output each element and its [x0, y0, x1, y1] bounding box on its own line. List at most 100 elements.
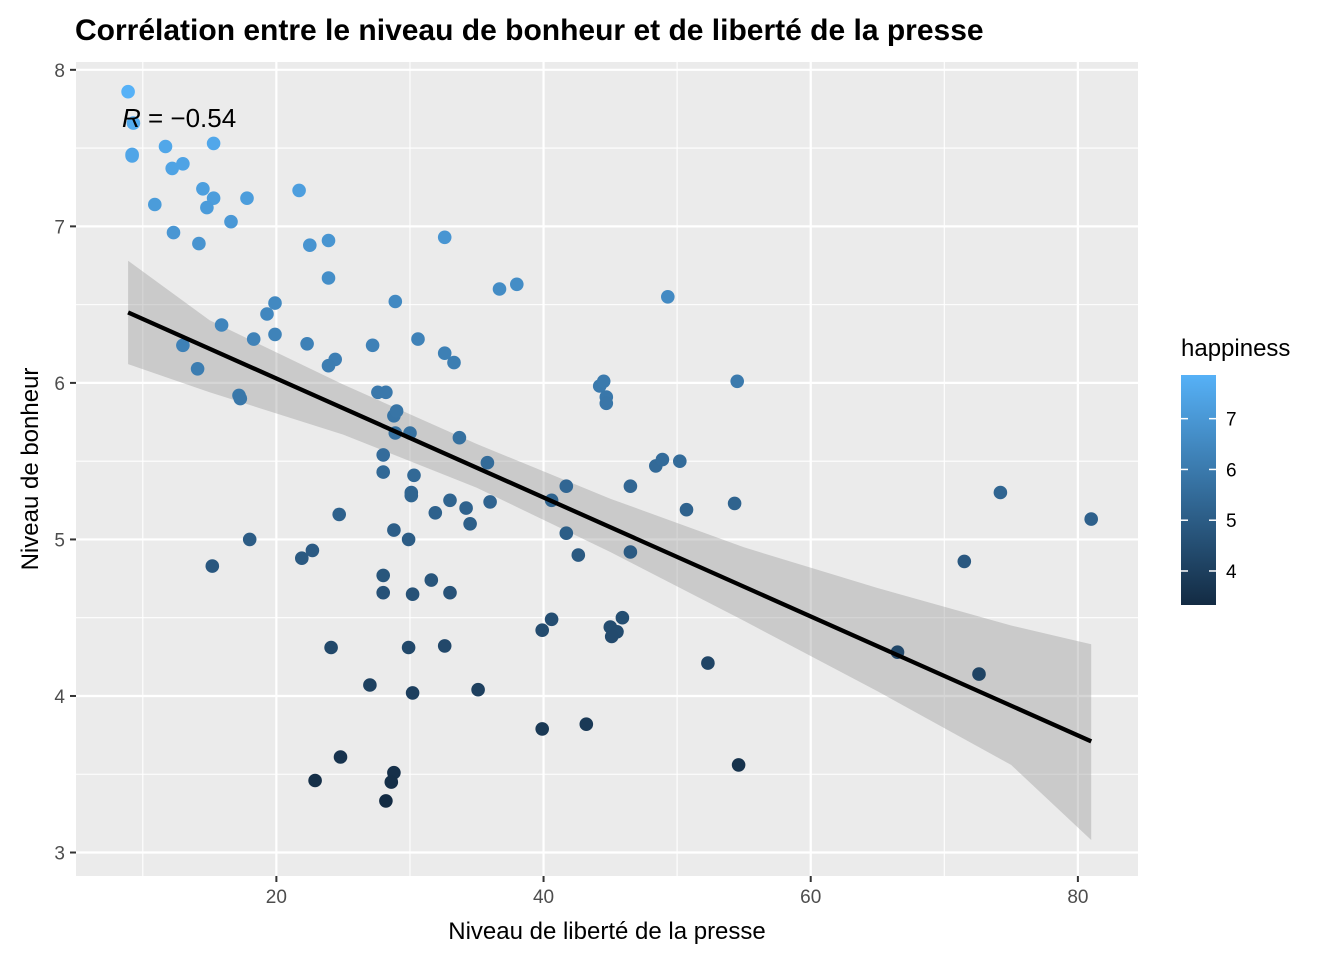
data-point: [673, 454, 687, 469]
grid-minor: [76, 62, 1138, 876]
data-point: [544, 612, 559, 627]
data-point: [579, 717, 594, 731]
y-tick-label: 3: [54, 844, 65, 865]
data-point: [388, 294, 403, 309]
data-point: [1084, 512, 1098, 526]
data-point: [365, 338, 380, 353]
x-tick-label: 60: [800, 887, 821, 908]
data-point: [510, 277, 524, 292]
data-point: [121, 84, 135, 99]
data-point: [727, 496, 742, 511]
data-point: [615, 610, 630, 625]
annotation-r: R: [122, 103, 141, 133]
data-point: [242, 532, 257, 547]
data-point: [401, 532, 416, 547]
data-point: [463, 517, 477, 531]
data-point: [389, 404, 404, 418]
x-tick-label: 80: [1067, 887, 1088, 908]
data-point: [300, 337, 314, 351]
data-point: [166, 225, 181, 240]
data-point: [731, 758, 746, 772]
data-point: [363, 678, 377, 692]
data-point: [233, 391, 248, 406]
x-axis-title: Niveau de liberté de la presse: [448, 918, 766, 945]
data-point: [332, 507, 347, 522]
legend-title: happiness: [1181, 335, 1290, 362]
data-point: [492, 282, 507, 296]
data-point: [206, 191, 221, 205]
legend-tick-label: 6: [1226, 460, 1237, 481]
data-point: [483, 495, 497, 509]
data-point: [224, 214, 238, 229]
data-point: [428, 506, 443, 520]
data-point: [321, 271, 336, 285]
y-tick-label: 8: [54, 61, 65, 82]
data-point: [405, 587, 420, 601]
data-point: [292, 183, 306, 198]
data-point: [972, 667, 986, 681]
data-point: [437, 230, 452, 245]
data-point: [303, 238, 317, 252]
legend-tick-label: 7: [1226, 410, 1237, 431]
data-point: [376, 448, 391, 462]
data-point: [321, 233, 336, 248]
data-point: [571, 548, 586, 562]
data-point: [437, 346, 452, 361]
data-point: [260, 307, 274, 321]
data-point: [596, 374, 611, 389]
data-point: [308, 773, 322, 788]
legend-colorbar: [1181, 375, 1216, 605]
data-point: [148, 197, 162, 212]
data-point: [196, 182, 210, 196]
data-point: [443, 585, 457, 600]
data-point: [471, 682, 485, 697]
data-point: [404, 488, 419, 503]
data-point: [192, 236, 206, 251]
data-point: [176, 338, 190, 353]
legend-ticks: 4 5 6 7: [1181, 410, 1237, 583]
data-point: [730, 374, 744, 389]
data-point: [268, 296, 282, 310]
data-point: [268, 327, 282, 342]
chart-title: Corrélation entre le niveau de bonheur e…: [75, 14, 984, 47]
data-point: [240, 191, 254, 205]
data-point: [376, 585, 391, 600]
data-point: [993, 485, 1008, 500]
data-point: [661, 290, 675, 304]
data-point: [190, 362, 205, 376]
data-point: [324, 640, 338, 655]
data-point: [623, 545, 638, 559]
data-point: [384, 775, 399, 789]
confidence-band: [128, 260, 1092, 840]
data-point: [599, 396, 614, 411]
data-point: [321, 358, 336, 373]
data-point: [376, 465, 391, 479]
data-point: [295, 551, 309, 565]
data-point: [401, 640, 416, 655]
regression-line: [127, 310, 1093, 744]
data-point: [405, 686, 420, 700]
data-point: [437, 639, 452, 653]
axes-layer: 20 40 60 80 3 4 5 6 7 8: [54, 61, 1088, 908]
x-tick-label: 40: [533, 887, 554, 908]
data-point: [206, 136, 221, 151]
data-point: [158, 139, 173, 154]
data-point: [214, 318, 229, 332]
data-point: [679, 502, 694, 517]
data-point: [957, 554, 972, 569]
legend-tick-label: 5: [1226, 511, 1237, 532]
confidence-band-layer: [128, 260, 1092, 840]
data-point: [701, 656, 715, 670]
data-point: [480, 455, 495, 470]
data-point: [535, 623, 549, 637]
data-point: [125, 149, 139, 163]
data-point: [623, 479, 638, 494]
data-point: [305, 543, 320, 558]
data-point: [535, 722, 549, 736]
data-point: [443, 493, 457, 508]
data-point: [176, 157, 190, 171]
correlation-annotation: R = −0.54: [122, 103, 236, 133]
x-tick-label: 20: [266, 887, 287, 908]
data-point: [126, 116, 141, 130]
y-tick-label: 5: [54, 530, 65, 551]
